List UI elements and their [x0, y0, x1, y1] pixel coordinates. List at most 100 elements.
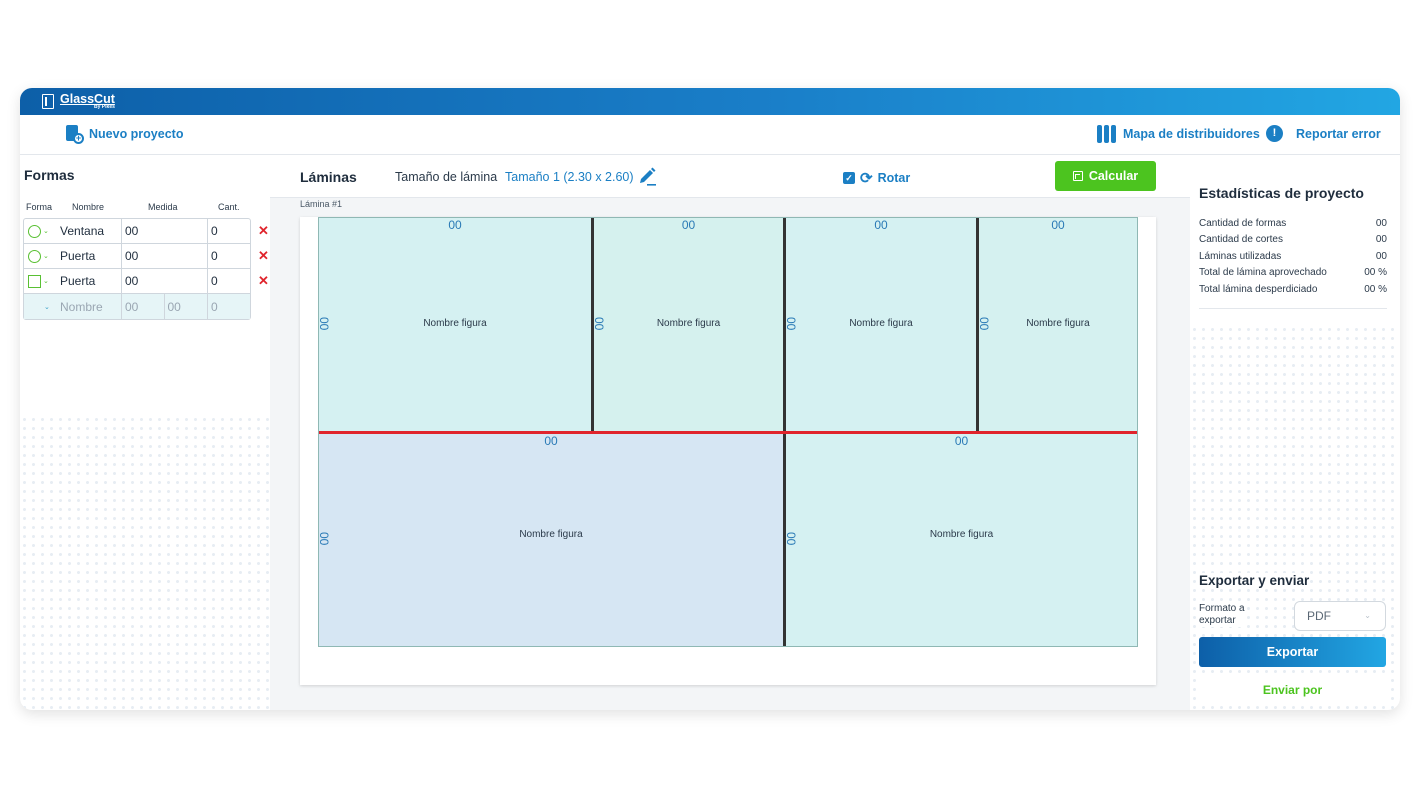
cut-piece[interactable]: 00 00 Nombre figura	[317, 218, 591, 431]
shape-measure-field[interactable]: 00	[122, 244, 208, 268]
delete-row-icon[interactable]: ✕	[258, 248, 269, 263]
chevron-down-icon: ⌄	[43, 253, 49, 260]
map-icon	[1097, 125, 1116, 143]
edit-pencil-icon[interactable]	[638, 166, 656, 186]
rotate-label: Rotar	[877, 171, 911, 185]
stat-value: 00 %	[1364, 283, 1387, 295]
rotate-icon: ⟳	[860, 170, 873, 187]
stat-value: 00	[1375, 250, 1387, 262]
new-project-icon: +	[66, 125, 84, 144]
chevron-down-icon: ⌄	[44, 303, 50, 311]
piece-name-label: Nombre figura	[929, 529, 994, 540]
shape-row: ⌄ Puerta 00 0 ✕	[24, 269, 269, 294]
shape-name-field[interactable]: Puerta	[58, 269, 122, 293]
piece-width-label: 00	[874, 218, 888, 232]
stat-row: Láminas utilizadas 00	[1199, 248, 1387, 265]
export-format-label-line1: Formato a	[1199, 603, 1245, 614]
shape-name-field[interactable]: Ventana	[58, 219, 122, 243]
export-button[interactable]: Exportar	[1199, 637, 1386, 667]
app-window: GlassCut By Pikes + Nuevo proyecto Mapa …	[20, 88, 1400, 710]
vertical-cut-line	[976, 218, 979, 431]
calculate-button[interactable]: Calcular	[1055, 161, 1156, 191]
circle-shape-icon	[28, 224, 41, 238]
cut-piece[interactable]: 00 00 Nombre figura	[977, 218, 1137, 431]
distributor-map-label: Mapa de distribuidores	[1123, 127, 1260, 141]
new-project-button[interactable]: + Nuevo proyecto	[66, 125, 184, 144]
send-button[interactable]: Enviar por	[1199, 675, 1386, 705]
square-shape-icon	[28, 274, 41, 288]
divider	[1199, 308, 1387, 309]
brand: GlassCut By Pikes	[42, 93, 115, 111]
cutting-board: 00 00 Nombre figura 00 00 Nombre figura …	[317, 217, 1138, 647]
stat-label: Cantidad de cortes	[1199, 234, 1283, 246]
stat-label: Cantidad de formas	[1199, 217, 1287, 229]
cut-piece[interactable]: 00 00 Nombre figura	[784, 434, 1137, 646]
rotate-toggle[interactable]: ✓ ⟳ Rotar	[843, 169, 910, 187]
shape-quantity-field[interactable]: 0	[211, 274, 218, 288]
app-byline: By Pikes	[94, 104, 115, 111]
shape-selector[interactable]: ⌄	[24, 219, 58, 243]
new-shape-row: ⌄ Nombre 00 00 0	[24, 294, 250, 319]
shape-measure-field[interactable]: 00	[122, 219, 208, 243]
stat-row: Total de lámina aprovechado 00 %	[1199, 265, 1387, 282]
stat-label: Total de lámina aprovechado	[1199, 267, 1327, 279]
report-error-label: Reportar error	[1296, 126, 1381, 141]
new-project-label: Nuevo proyecto	[89, 127, 184, 141]
sheet-size-label: Tamaño de lámina	[395, 170, 498, 184]
info-icon: !	[1266, 125, 1283, 142]
stat-value: 00 %	[1364, 267, 1387, 279]
piece-width-label: 00	[681, 218, 696, 232]
stat-value: 00	[1375, 217, 1387, 229]
logo-icon	[42, 94, 54, 109]
vertical-cut-line	[783, 218, 786, 431]
delete-row-icon[interactable]: ✕	[258, 223, 269, 238]
export-format-label: Formato a exportar	[1199, 603, 1245, 627]
piece-name-label: Nombre figura	[656, 318, 721, 329]
header-forma: Forma	[26, 202, 53, 212]
shape-selector[interactable]: ⌄	[24, 269, 58, 293]
new-shape-quantity-input[interactable]: 0	[211, 299, 218, 314]
header-nombre: Nombre	[72, 202, 105, 212]
shape-quantity-field[interactable]: 0	[211, 249, 218, 263]
shape-selector[interactable]: ⌄	[24, 244, 58, 268]
shape-quantity-field[interactable]: 0	[211, 224, 218, 238]
distributor-map-button[interactable]: Mapa de distribuidores	[1097, 125, 1260, 143]
stat-value: 00	[1375, 234, 1387, 246]
piece-width-label: 00	[544, 434, 558, 448]
new-shape-measure-b-input[interactable]: 00	[167, 299, 181, 314]
shape-measure-field[interactable]: 00	[122, 269, 208, 293]
piece-name-label: Nombre figura	[423, 318, 487, 329]
export-format-label-line2: exportar	[1199, 615, 1236, 626]
header-cant: Cant.	[218, 202, 240, 212]
sheet-size-selector[interactable]: Tamaño 1 (2.30 x 2.60)	[505, 170, 634, 184]
cut-piece[interactable]: 00 00 Nombre figura	[592, 218, 783, 431]
toolbar: + Nuevo proyecto Mapa de distribuidores …	[20, 115, 1400, 155]
circle-shape-icon	[28, 249, 41, 263]
piece-name-label: Nombre figura	[1026, 318, 1090, 329]
stat-label: Láminas utilizadas	[1199, 250, 1282, 262]
report-error-button[interactable]: ! Reportar error	[1266, 125, 1381, 142]
formas-panel: Formas Forma Nombre Medida Cant. ⌄ Venta…	[20, 155, 270, 710]
vertical-cut-line	[591, 218, 594, 431]
horizontal-cut-line	[319, 431, 1137, 434]
sheet-canvas: 00 00 Nombre figura 00 00 Nombre figura …	[300, 217, 1156, 685]
stats-title: Estadísticas de proyecto	[1199, 185, 1364, 201]
shape-row: ⌄ Puerta 00 0 ✕	[24, 244, 269, 269]
piece-width-label: 00	[954, 434, 969, 448]
export-title: Exportar y enviar	[1199, 573, 1310, 588]
piece-width-label: 00	[1051, 218, 1065, 232]
delete-row-icon[interactable]: ✕	[258, 273, 269, 288]
cut-piece[interactable]: 00 00 Nombre figura	[317, 434, 783, 646]
export-format-select[interactable]: PDF ⌄	[1294, 601, 1386, 631]
laminas-header: Láminas Tamaño de lámina Tamaño 1 (2.30 …	[270, 155, 1190, 198]
decorative-dots	[20, 415, 270, 710]
shapes-table: ⌄ Ventana 00 0 ✕ ⌄ Puerta 00 0 ✕ ⌄ Puert…	[23, 218, 269, 320]
new-shape-measure-a-input[interactable]: 00	[122, 294, 165, 319]
checkbox-checked-icon[interactable]: ✓	[843, 172, 855, 184]
calculate-label: Calcular	[1088, 169, 1139, 183]
laminas-panel: Láminas Tamaño de lámina Tamaño 1 (2.30 …	[270, 155, 1190, 710]
cut-piece[interactable]: 00 00 Nombre figura	[784, 218, 976, 431]
shape-name-field[interactable]: Puerta	[58, 244, 122, 268]
shape-selector[interactable]: ⌄	[24, 294, 58, 319]
new-shape-name-input[interactable]: Nombre	[58, 294, 122, 319]
